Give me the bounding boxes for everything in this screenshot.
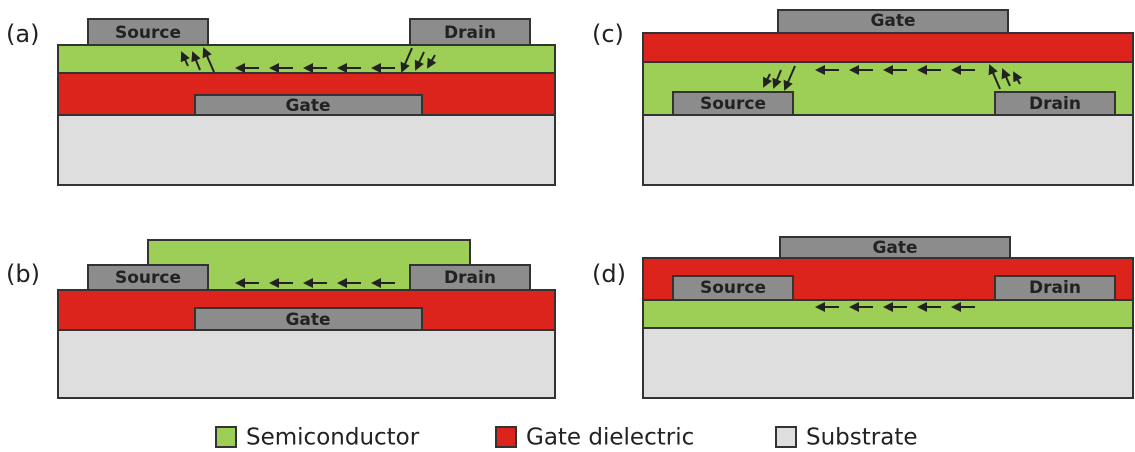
drain-label: Drain	[1029, 278, 1081, 298]
dielectric	[643, 33, 1133, 62]
source-label: Source	[700, 278, 766, 298]
panel-b: (b) Gate Source Drain	[6, 240, 555, 398]
substrate	[643, 115, 1133, 185]
drain-label: Drain	[1029, 94, 1081, 114]
legend-label: Gate dielectric	[526, 425, 694, 451]
drain-label: Drain	[444, 268, 496, 288]
source-label: Source	[700, 94, 766, 114]
panel-label: (c)	[592, 20, 624, 48]
gate-label: Gate	[285, 96, 330, 116]
legend-swatch	[776, 427, 796, 447]
semiconductor	[643, 300, 1133, 328]
gate-label: Gate	[285, 310, 330, 330]
panel-d: (d) Gate Source Drain	[592, 237, 1133, 398]
panel-label: (d)	[592, 260, 626, 288]
substrate	[58, 115, 555, 185]
legend-swatch	[496, 427, 516, 447]
panel-c: (c) Gate Source Drain	[592, 10, 1133, 185]
panel-label: (b)	[6, 260, 40, 288]
drain-label: Drain	[444, 23, 496, 43]
legend-label: Substrate	[806, 425, 918, 451]
source-label: Source	[115, 23, 181, 43]
panel-a: (a) Gate Source Drain	[6, 19, 555, 185]
substrate	[58, 330, 555, 398]
gate-label: Gate	[870, 11, 915, 31]
substrate	[643, 328, 1133, 398]
gate-label: Gate	[872, 238, 917, 258]
legend: Semiconductor Gate dielectric Substrate	[216, 425, 918, 451]
panel-label: (a)	[6, 20, 39, 48]
legend-label: Semiconductor	[246, 425, 420, 451]
source-label: Source	[115, 268, 181, 288]
diagram: (a) Gate Source Drain (b) Gate Source Dr…	[0, 0, 1135, 452]
legend-swatch	[216, 427, 236, 447]
